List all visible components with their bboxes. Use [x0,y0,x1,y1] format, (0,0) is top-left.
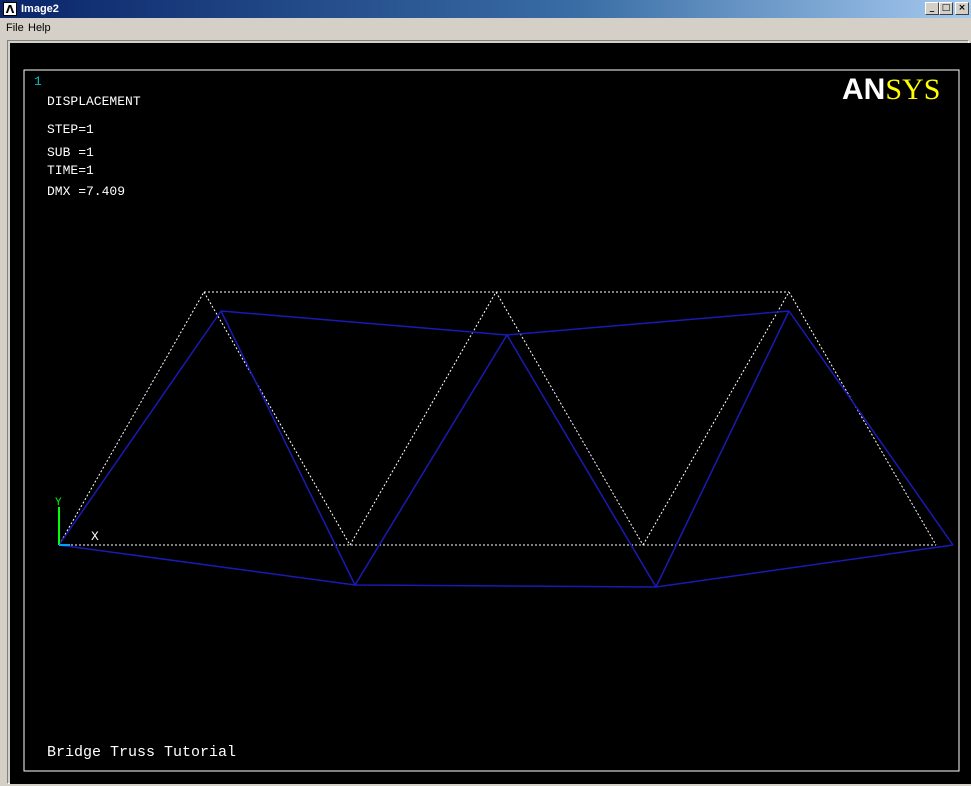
deformed-member [655,310,790,588]
ansys-logo-an: AN [842,73,885,106]
undeformed-member [642,291,790,546]
dmx-label: DMX =7.409 [47,184,125,199]
deformed-member [354,334,508,586]
plot-frame [23,69,960,772]
plot-title: Bridge Truss Tutorial [47,744,236,761]
axis-triad: Y X [55,497,99,546]
window-title: Image2 [21,3,59,15]
x-axis-label: X [91,529,99,544]
minimize-button[interactable]: _ [925,2,939,15]
deformed-truss [58,310,954,588]
displacement-plot: 1 DISPLACEMENT STEP=1 SUB =1 TIME=1 DMX … [23,69,960,772]
deformed-member [506,334,657,588]
deformed-member [58,310,222,546]
time-label: TIME=1 [47,163,94,178]
y-axis-label: Y [55,497,62,509]
window-controls: _ □ × [925,2,969,15]
menu-file[interactable]: File [6,22,24,34]
ansys-logo: ANSYS [842,73,940,106]
undeformed-member [58,291,205,546]
ansys-app-icon[interactable]: Λ [3,2,17,16]
deformed-bottom-chord [58,544,954,588]
maximize-button[interactable]: □ [939,2,953,15]
sub-label: SUB =1 [47,145,94,160]
ansys-logo-sys: SYS [885,73,940,106]
undeformed-member [349,291,497,546]
menu-help[interactable]: Help [28,22,51,34]
deformed-member [788,310,954,546]
window-number: 1 [34,74,42,89]
menu-bar: File Help [0,18,971,38]
step-label: STEP=1 [47,122,94,137]
title-bar[interactable]: Λ Image2 _ □ × [0,0,971,18]
deformed-member [220,310,356,586]
undeformed-member [788,291,937,546]
plot-heading: DISPLACEMENT [47,94,141,109]
undeformed-member [203,291,351,546]
undeformed-truss [58,291,937,546]
graphics-canvas[interactable]: 1 DISPLACEMENT STEP=1 SUB =1 TIME=1 DMX … [10,43,971,784]
deformed-top-chord [220,310,790,336]
close-button[interactable]: × [955,2,969,15]
